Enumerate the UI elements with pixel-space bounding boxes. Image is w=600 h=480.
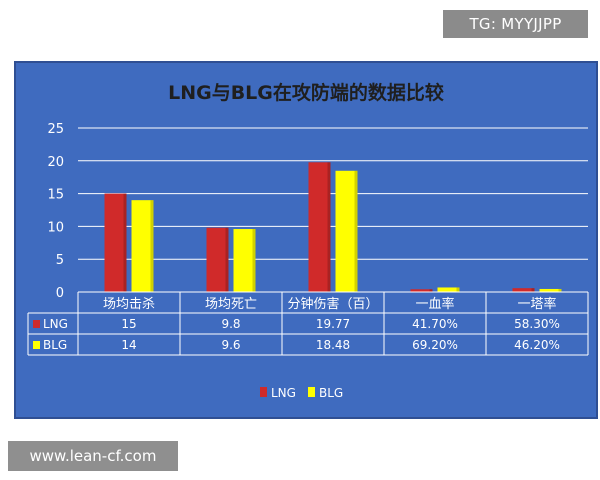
bar-shade [456,287,460,292]
table-legend-key-lng [33,320,40,328]
bar-shade [123,193,127,292]
y-tick-label: 20 [47,155,64,170]
table-cell-value: 9.6 [221,338,240,352]
bar-blg-4 [539,288,562,292]
bar-blg-3 [437,287,460,292]
gridlines [78,127,588,293]
bar-lng-1 [206,227,229,292]
table-legend-key-blg [33,341,40,349]
y-tick-label: 5 [56,253,64,268]
table-cell-value: 19.77 [316,317,350,331]
watermark-top: TG: MYYJJPP [443,10,588,38]
category-label: 场均击杀 [103,297,155,312]
table-series-name: BLG [43,338,67,352]
bar-blg-2 [335,170,358,292]
legend-key-lng [260,387,267,397]
table-cell-value: 9.8 [221,317,240,331]
y-tick-label: 10 [47,220,64,235]
category-label: 一血率 [415,296,454,312]
table-cell-value: 18.48 [316,338,350,352]
bar-lng-0 [104,193,127,292]
bar-chart: LNG与BLG在攻防端的数据比较 0 5 10 15 20 25 场均击杀 场均死亡 分钟伤害… [27,81,589,400]
bar-blg-0 [131,200,154,292]
table-cell-value: 41.70% [412,317,458,331]
y-axis-ticks: 0 5 10 15 20 25 [47,122,64,301]
bar-lng-2 [308,162,331,292]
y-tick-label: 25 [47,122,64,137]
y-tick-label: 0 [56,286,64,301]
bar-lng-4 [512,288,535,292]
legend-label-lng: LNG [271,386,296,400]
bar-shade [558,288,562,292]
table-cell-value: 15 [121,317,136,331]
table-cell-value: 46.20% [514,338,560,352]
legend: LNG BLG [260,386,343,400]
bars [104,162,562,292]
y-tick-label: 15 [47,188,64,203]
chart-title: LNG与BLG在攻防端的数据比较 [168,81,444,104]
bar-shade [150,200,154,292]
bar-shade [252,229,256,292]
table-cell-value: 14 [121,338,136,352]
bar-lng-3 [410,289,433,292]
legend-label-blg: BLG [319,386,343,400]
chart-panel: LNG与BLG在攻防端的数据比较 0 5 10 15 20 25 场均击杀 场均死亡 分钟伤害… [14,61,598,419]
bar-shade [531,288,535,292]
bar-blg-1 [233,229,256,292]
data-table: 场均击杀 场均死亡 分钟伤害（百） 一血率 一塔率 LNG 15 9.8 19.77 41.70%… [27,291,589,356]
legend-key-blg [308,387,315,397]
category-label: 分钟伤害（百） [287,296,378,312]
watermark-bottom: www.lean-cf.com [8,441,178,471]
bar-shade [429,289,433,292]
category-label: 场均死亡 [205,297,257,312]
category-label: 一塔率 [517,296,556,312]
table-series-name: LNG [43,317,68,331]
bar-shade [354,170,358,292]
table-cell-value: 69.20% [412,338,458,352]
bar-shade [327,162,331,292]
table-cell-value: 58.30% [514,317,560,331]
bar-shade [225,227,229,292]
